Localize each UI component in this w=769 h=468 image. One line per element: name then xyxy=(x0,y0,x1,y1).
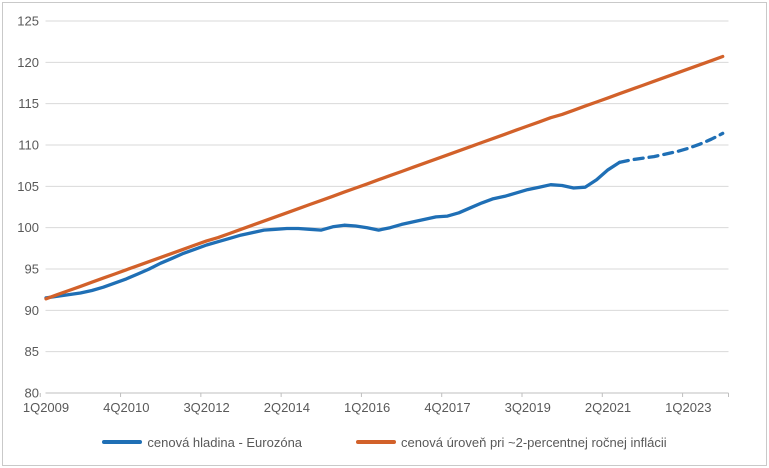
y-axis-tick-label: 90 xyxy=(25,303,39,318)
x-axis-tick-label: 2Q2021 xyxy=(585,400,631,415)
y-axis-tick-label: 95 xyxy=(25,261,39,276)
y-axis-tick-label: 110 xyxy=(18,137,39,152)
series-line-eurozone-actual xyxy=(44,160,622,300)
legend-line-swatch-blue-icon xyxy=(102,440,143,444)
y-axis-tick-label: 115 xyxy=(18,96,39,111)
x-axis-tick-label: 2Q2014 xyxy=(264,400,310,415)
line-chart: 80 85 90 95 100 105 110 115 120 125 1Q2009 4Q2010 3Q… xyxy=(17,13,729,415)
series-line-eurozone-forecast xyxy=(617,131,725,165)
x-axis-tick-label: 3Q2019 xyxy=(505,400,551,415)
series-line-inflation-path xyxy=(44,54,725,301)
x-axis-tick-label: 4Q2010 xyxy=(103,400,149,415)
y-axis-tick-label: 125 xyxy=(17,13,39,28)
y-axis-tick-label: 80 xyxy=(25,386,39,401)
x-axis-tick-label: 1Q2023 xyxy=(665,400,711,415)
x-axis-tick-label: 3Q2012 xyxy=(183,400,229,415)
x-axis-tick-label: 1Q2016 xyxy=(344,400,390,415)
y-axis-tick-label: 105 xyxy=(17,179,39,194)
legend-label-eurozone: cenová hladina - Eurozóna xyxy=(147,434,303,450)
legend-item-inflation-path: cenová úroveň pri ~2-percentnej ročnej i… xyxy=(356,435,667,450)
y-axis-tick-label: 120 xyxy=(17,55,39,70)
x-axis-tick-label: 4Q2017 xyxy=(424,400,470,415)
y-axis-tick-label: 85 xyxy=(25,344,39,359)
chart-legend: cenová hladina - Eurozóna cenová úroveň … xyxy=(0,424,769,460)
legend-line-swatch-orange-icon xyxy=(356,440,397,444)
legend-label-inflation-path: cenová úroveň pri ~2-percentnej ročnej i… xyxy=(401,434,667,450)
x-axis-tick-label: 1Q2009 xyxy=(23,400,69,415)
legend-item-eurozone: cenová hladina - Eurozóna xyxy=(102,435,302,450)
y-axis-tick-label: 100 xyxy=(17,220,39,235)
